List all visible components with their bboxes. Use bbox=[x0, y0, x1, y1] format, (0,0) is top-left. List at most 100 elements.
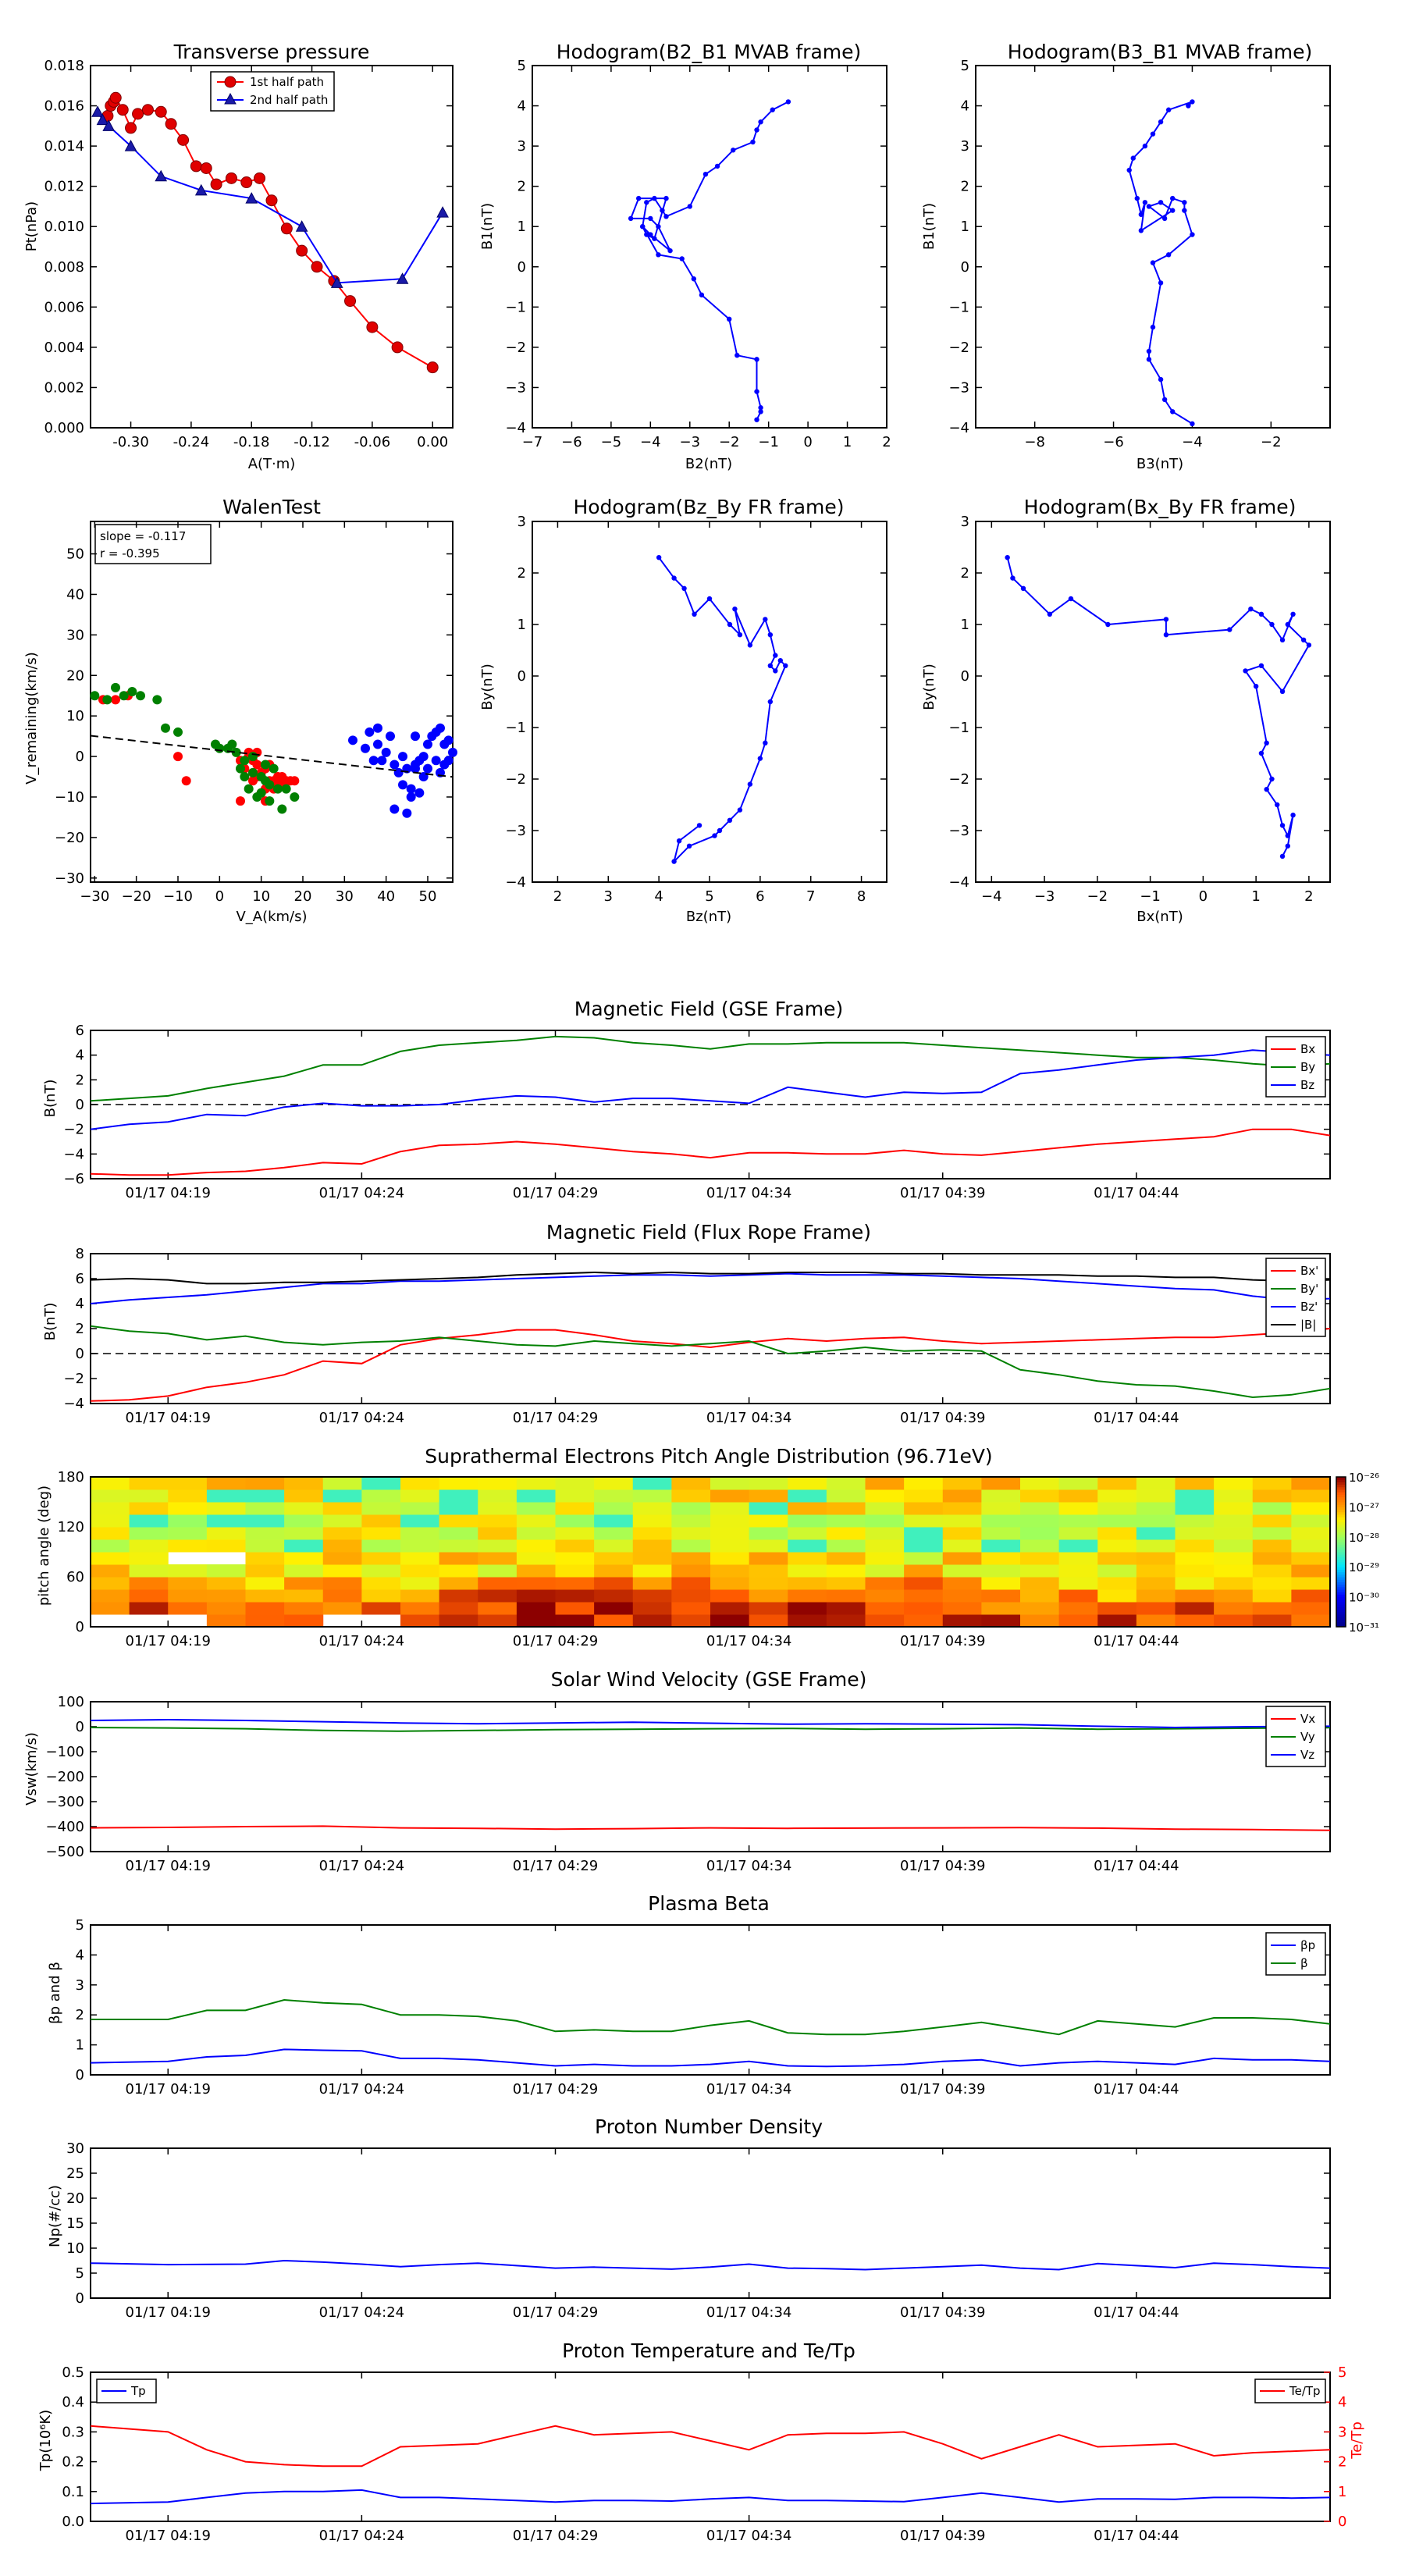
tp-legend-right: Te/Tp bbox=[1254, 2379, 1326, 2403]
walen-ylabel: V_remaining(km/s) bbox=[23, 652, 40, 785]
pad-cell bbox=[516, 1514, 556, 1528]
walen-point-blue bbox=[373, 739, 382, 749]
mag-fr-series-2-line bbox=[90, 1272, 1331, 1304]
h3-point bbox=[767, 699, 774, 705]
np-xtick-label: 01/17 04:44 bbox=[1094, 2304, 1179, 2321]
pad-cell bbox=[942, 1564, 982, 1578]
pad-cell bbox=[478, 1477, 518, 1490]
pad-cell bbox=[1097, 1602, 1137, 1615]
pad-cell bbox=[594, 1564, 634, 1578]
h4-point bbox=[1285, 843, 1290, 849]
pad-cell bbox=[632, 1477, 672, 1490]
pad-cell bbox=[284, 1564, 324, 1578]
walen-point-green bbox=[244, 784, 254, 794]
h3-point bbox=[732, 607, 738, 612]
h2-point bbox=[1161, 215, 1168, 222]
pad-colorbar-step bbox=[1336, 1589, 1346, 1592]
pad-cell bbox=[1058, 1527, 1098, 1540]
pad-cell bbox=[1020, 1527, 1060, 1540]
vsw-ytick-label: −300 bbox=[46, 1794, 84, 1810]
h1-point bbox=[691, 276, 697, 282]
h2-point bbox=[1190, 421, 1195, 427]
pad-cell bbox=[439, 1577, 478, 1590]
pt-first-half-marker bbox=[165, 118, 177, 130]
pad-cell bbox=[168, 1539, 208, 1553]
walen-point-green bbox=[215, 743, 225, 753]
pad-cell bbox=[1252, 1577, 1292, 1590]
pad-cell bbox=[865, 1477, 905, 1490]
beta-frame bbox=[90, 1924, 1331, 2076]
mag_fr-ytick-label: −2 bbox=[63, 1371, 84, 1387]
pad-cell bbox=[245, 1539, 285, 1553]
walen-xtick-label: 10 bbox=[252, 888, 270, 905]
pad-colorbar-label: 10⁻²⁷ bbox=[1349, 1500, 1379, 1514]
h2-ytick-label: 4 bbox=[961, 98, 969, 115]
pad-cell bbox=[1252, 1564, 1292, 1578]
pad-cell bbox=[284, 1614, 324, 1628]
pad-cell bbox=[129, 1577, 169, 1590]
pad-cell bbox=[1097, 1614, 1137, 1628]
h2-point bbox=[1130, 155, 1136, 161]
h4-point bbox=[1279, 637, 1286, 642]
pad-cell bbox=[168, 1514, 208, 1528]
pad-cell bbox=[516, 1502, 556, 1515]
pad-cell bbox=[1058, 1514, 1098, 1528]
beta-legend-box bbox=[1265, 1932, 1326, 1976]
pt-xtick-label: 0.00 bbox=[417, 434, 448, 450]
beta-xtick-label: 01/17 04:44 bbox=[1094, 2081, 1179, 2097]
beta-xtick-label: 01/17 04:24 bbox=[319, 2081, 404, 2097]
pad-cell bbox=[1136, 1552, 1176, 1565]
h1-point bbox=[687, 204, 692, 209]
walen-r-text: r = -0.395 bbox=[100, 546, 160, 560]
pad-cell bbox=[1252, 1589, 1292, 1603]
pad-cell bbox=[91, 1502, 130, 1515]
walen-xlabel: V_A(km/s) bbox=[236, 909, 307, 925]
pad-cell bbox=[1175, 1477, 1215, 1490]
pad-cell bbox=[206, 1527, 246, 1540]
h4-xtick-label: 2 bbox=[1304, 888, 1313, 905]
pad-cell bbox=[1214, 1602, 1254, 1615]
pad-cell bbox=[942, 1477, 982, 1490]
pad-cell bbox=[632, 1614, 672, 1628]
h1-xtick-label: 0 bbox=[803, 434, 812, 450]
pad-colorbar-step bbox=[1336, 1482, 1346, 1485]
mag-gse-title: Magnetic Field (GSE Frame) bbox=[574, 998, 843, 1020]
vsw-legend-label: Vz bbox=[1300, 1748, 1314, 1762]
h1-point bbox=[656, 252, 661, 258]
pad-cell bbox=[91, 1527, 130, 1540]
h2-xlabel: B3(nT) bbox=[1136, 456, 1183, 472]
pad-cell bbox=[1020, 1577, 1060, 1590]
pad-colorbar-step bbox=[1336, 1624, 1346, 1628]
pad-cell bbox=[439, 1514, 478, 1528]
h1-point bbox=[644, 200, 649, 205]
pt-first-half-marker bbox=[254, 172, 266, 184]
pad-cell bbox=[1136, 1614, 1176, 1628]
walen-ytick-label: 50 bbox=[66, 546, 84, 563]
h4-xtick-label: 1 bbox=[1251, 888, 1260, 905]
pad-cell bbox=[865, 1514, 905, 1528]
pad-cell bbox=[749, 1564, 788, 1578]
pad-cell bbox=[400, 1539, 440, 1553]
pad-cell bbox=[865, 1552, 905, 1565]
pt-xtick-label: -0.18 bbox=[233, 434, 270, 450]
pad-cell bbox=[904, 1552, 944, 1565]
h1-point bbox=[785, 99, 791, 105]
beta-ytick-label: 3 bbox=[76, 1977, 84, 1994]
pad-cell bbox=[322, 1589, 362, 1603]
pt-first-half-marker bbox=[210, 178, 222, 190]
walen-point-blue bbox=[393, 767, 404, 777]
pt-second-half-marker bbox=[295, 220, 308, 232]
pad-colorbar-step bbox=[1336, 1599, 1346, 1603]
pad-heatmap bbox=[91, 1477, 1331, 1628]
h4-xtick-label: −2 bbox=[1087, 888, 1108, 905]
pt-first-half-marker bbox=[296, 244, 308, 257]
pad-cell bbox=[322, 1539, 362, 1553]
pad-cell bbox=[284, 1514, 324, 1528]
pad-colorbar-step bbox=[1336, 1514, 1346, 1517]
pad-cell bbox=[1291, 1552, 1331, 1565]
pad-cell bbox=[904, 1489, 944, 1503]
walen-point-green bbox=[161, 723, 170, 733]
walen-point-red bbox=[111, 695, 120, 705]
pad-colorbar-step bbox=[1336, 1606, 1346, 1610]
h3-point bbox=[773, 653, 778, 658]
